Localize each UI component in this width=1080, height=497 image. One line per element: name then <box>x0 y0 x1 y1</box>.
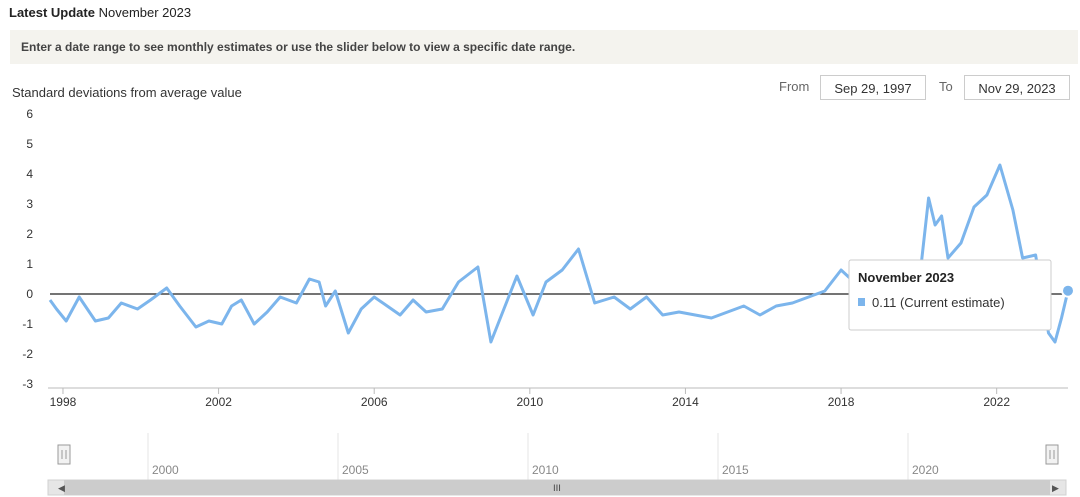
navigator-label: 2020 <box>912 463 939 477</box>
current-point-marker[interactable] <box>1061 283 1075 298</box>
scroll-left-icon[interactable]: ◀ <box>58 484 65 494</box>
x-tick-label: 2010 <box>516 395 543 409</box>
tooltip-text: 0.11 (Current estimate) <box>872 295 1005 310</box>
y-tick-label: -3 <box>22 377 33 391</box>
from-date-input[interactable]: Sep 29, 1997 <box>820 75 926 100</box>
x-tick-label: 2006 <box>361 395 388 409</box>
navigator-label: 2000 <box>152 463 179 477</box>
scroll-right-icon[interactable]: ▶ <box>1052 484 1059 494</box>
y-tick-label: 3 <box>26 197 33 211</box>
tooltip-swatch <box>858 298 865 306</box>
y-tick-label: 0 <box>26 287 33 301</box>
navigator[interactable]: 2000 2005 2010 2015 2020 ◀ ▶ III <box>47 433 1067 496</box>
from-label: From <box>779 79 810 94</box>
navigator-left-handle[interactable] <box>57 444 71 465</box>
y-axis-title: Standard deviations from average value <box>12 85 242 100</box>
x-tick-label: 2014 <box>672 395 699 409</box>
y-tick-label: 1 <box>26 257 33 271</box>
y-tick-label: 4 <box>26 167 33 181</box>
x-tick-label: 2002 <box>205 395 232 409</box>
to-date-input[interactable]: Nov 29, 2023 <box>964 75 1070 100</box>
y-tick-label: 5 <box>26 137 33 151</box>
to-label: To <box>939 79 953 94</box>
navigator-label: 2005 <box>342 463 369 477</box>
y-tick-label: 6 <box>26 107 33 121</box>
navigator-right-handle[interactable] <box>1045 444 1059 465</box>
x-tick-label: 2018 <box>828 395 855 409</box>
x-tick-label: 1998 <box>50 395 77 409</box>
instruction-banner: Enter a date range to see monthly estima… <box>10 30 1078 64</box>
latest-update: Latest Update November 2023 <box>9 5 191 20</box>
chart-area: 6 5 4 3 2 1 0 -1 -2 -3 1998 2002 2006 2010 2014 2018 20… <box>22 107 1075 496</box>
y-tick-label: -2 <box>22 347 33 361</box>
update-value: November 2023 <box>98 5 192 20</box>
y-tick-label: -1 <box>22 317 33 331</box>
tooltip-title: November 2023 <box>858 270 954 285</box>
tooltip-box <box>848 259 1052 331</box>
x-tick-label: 2022 <box>983 395 1010 409</box>
tooltip: November 2023 0.11 (Current estimate) <box>848 259 1052 331</box>
navigator-label: 2010 <box>532 463 559 477</box>
series-line <box>48 163 1070 344</box>
navigator-label: 2015 <box>722 463 749 477</box>
update-label: Latest Update <box>9 5 95 20</box>
y-tick-label: 2 <box>26 227 33 241</box>
scrollbar-thumb[interactable] <box>64 480 1050 495</box>
scroll-grip-icon: III <box>553 484 561 494</box>
